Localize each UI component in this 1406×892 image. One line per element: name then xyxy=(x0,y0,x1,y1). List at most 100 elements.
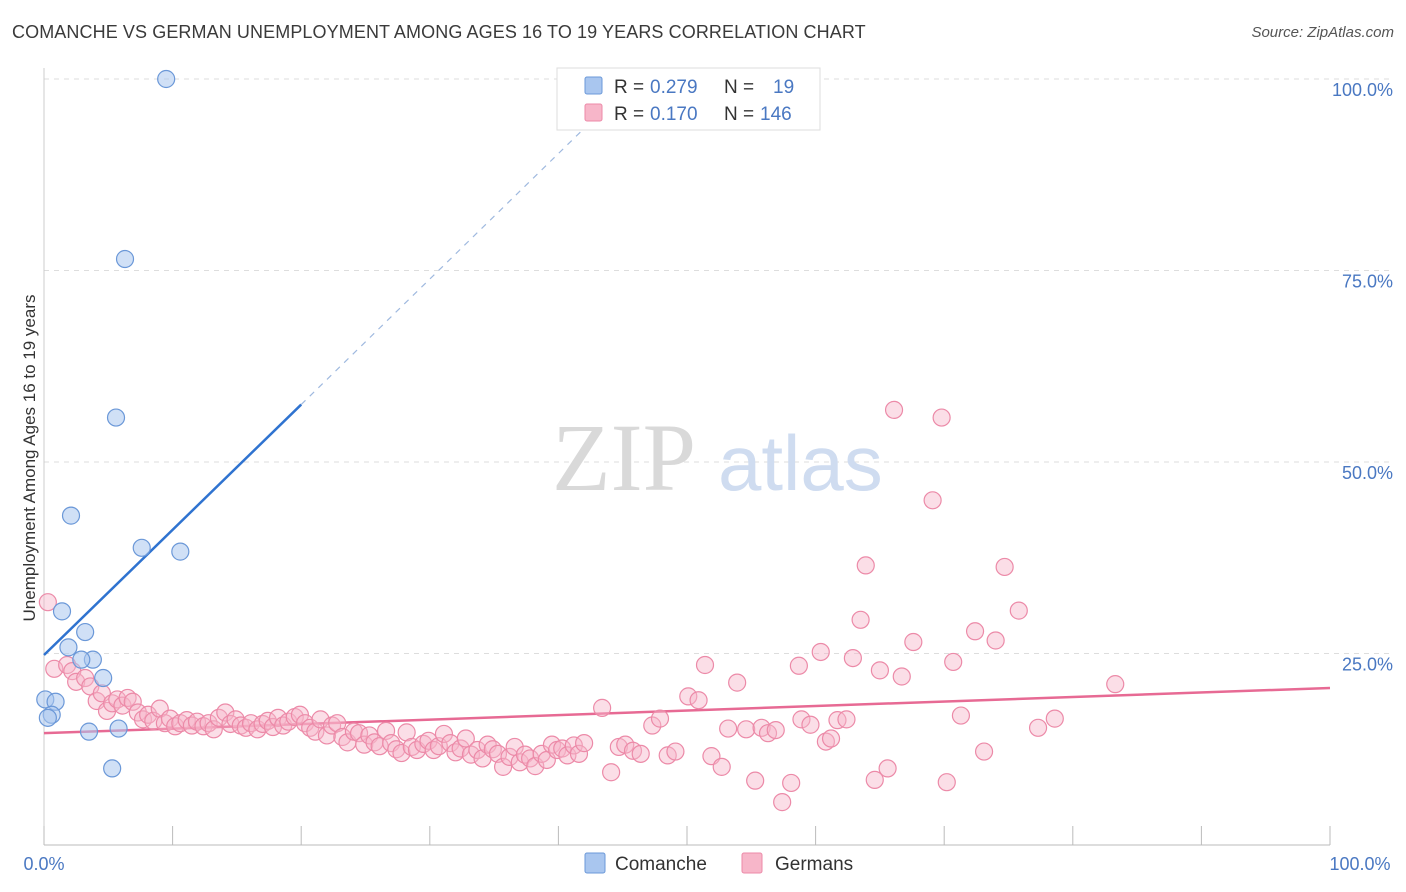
comanche-point xyxy=(52,602,72,621)
comanche-point xyxy=(109,719,128,738)
germans-point xyxy=(870,661,890,680)
germans-point xyxy=(593,698,612,717)
germans-point xyxy=(811,642,830,662)
stats-swatch-germans xyxy=(584,103,603,122)
comanche-point xyxy=(115,249,135,269)
germans-point xyxy=(575,734,594,753)
comanche-point xyxy=(72,650,91,669)
comanche-point xyxy=(61,506,81,525)
stats-box: R = 0.279 N = 19 R = 0.170 N = 146 xyxy=(556,67,821,131)
source-label: Source: ZipAtlas.com xyxy=(1251,24,1394,41)
comanche-point xyxy=(94,668,113,688)
comanche-point xyxy=(132,538,151,557)
comanche-point xyxy=(38,708,57,727)
germans-point xyxy=(558,746,577,765)
germans-point xyxy=(712,757,731,776)
germans-point xyxy=(1045,709,1064,728)
germans-point xyxy=(1009,601,1028,620)
germans-point xyxy=(1106,675,1125,694)
germans-point xyxy=(837,710,856,729)
germans-point xyxy=(500,747,519,767)
watermark-zip: ZIP xyxy=(552,404,696,511)
legend-label-comanche: Comanche xyxy=(615,854,707,875)
stats-r-value-comanche: 0.279 xyxy=(650,77,698,98)
germans-point xyxy=(892,667,911,686)
germans-point xyxy=(986,631,1005,650)
germans-point xyxy=(843,648,862,668)
chart-title: COMANCHE VS GERMAN UNEMPLOYMENT AMONG AG… xyxy=(12,22,866,42)
germans-point xyxy=(766,720,785,740)
stats-n-label-comanche: N = xyxy=(724,77,754,98)
germans-point xyxy=(631,744,650,763)
stats-r-label-comanche: R = xyxy=(614,77,644,98)
germans-point xyxy=(944,652,963,672)
y-tick-label: 100.0% xyxy=(1332,80,1393,100)
stats-r-label-germans: R = xyxy=(614,104,644,125)
germans-point xyxy=(402,737,421,757)
germans-point xyxy=(878,759,897,778)
germans-point xyxy=(789,656,808,675)
stats-n-label-germans: N = xyxy=(724,104,754,125)
germans-point xyxy=(123,692,142,711)
comanche-point xyxy=(76,622,95,642)
germans-point xyxy=(461,745,481,764)
germans-point xyxy=(923,491,942,510)
comanche-trend-line xyxy=(43,403,303,656)
germans-point xyxy=(392,743,411,763)
germans-point xyxy=(865,770,884,789)
germans-point xyxy=(737,720,756,739)
germans-point xyxy=(602,763,621,782)
germans-point xyxy=(679,687,698,706)
germans-point xyxy=(419,731,438,750)
germans-point xyxy=(689,691,708,710)
germans-point xyxy=(494,757,513,776)
legend-label-germans: Germans xyxy=(775,854,853,875)
germans-point xyxy=(695,655,715,675)
y-axis-title: Unemployment Among Ages 16 to 19 years xyxy=(20,295,39,622)
germans-point xyxy=(328,714,347,733)
comanche-point xyxy=(171,542,190,561)
germans-point xyxy=(728,673,747,692)
germans-point xyxy=(951,706,971,725)
stats-n-value-comanche: 19 xyxy=(773,77,794,98)
legend-swatch-germans xyxy=(741,852,763,874)
comanche-trend-extension xyxy=(300,109,604,405)
germans-point xyxy=(856,556,875,575)
x-tick-label-max: 100.0% xyxy=(1329,854,1390,874)
germans-point xyxy=(995,557,1014,577)
germans-point xyxy=(414,734,433,753)
germans-point xyxy=(974,742,994,761)
germans-point xyxy=(965,622,985,641)
germans-point xyxy=(719,719,738,738)
germans-point xyxy=(801,715,820,734)
stats-r-value-germans: 0.170 xyxy=(650,104,698,125)
germans-point xyxy=(816,732,835,751)
germans-point xyxy=(67,672,86,691)
germans-point xyxy=(204,720,223,739)
legend-swatch-comanche xyxy=(584,852,606,874)
y-tick-label: 25.0% xyxy=(1342,655,1393,675)
watermark-atlas: atlas xyxy=(718,419,883,507)
stats-swatch-comanche xyxy=(584,76,603,95)
germans-point xyxy=(666,742,685,761)
germans-point xyxy=(317,726,337,745)
comanche-point xyxy=(59,638,78,657)
y-tick-label: 75.0% xyxy=(1342,272,1393,292)
y-tick-label: 50.0% xyxy=(1342,463,1393,483)
germans-point xyxy=(216,703,235,722)
comanche-point xyxy=(106,408,126,427)
germans-point xyxy=(569,744,589,763)
grid-layer xyxy=(44,78,1392,654)
germans-point xyxy=(904,632,923,652)
stats-n-value-germans: 146 xyxy=(760,104,792,125)
germans-point xyxy=(773,793,792,812)
x-tick-label-min: 0.0% xyxy=(23,854,64,874)
germans-point xyxy=(937,773,956,792)
germans-point xyxy=(38,593,57,612)
axis-layer: 25.0% 50.0% 75.0% 100.0% xyxy=(43,68,1393,846)
germans-point xyxy=(434,724,454,744)
points-layer xyxy=(36,69,1125,812)
germans-point xyxy=(1028,718,1048,737)
germans-point xyxy=(456,729,475,748)
